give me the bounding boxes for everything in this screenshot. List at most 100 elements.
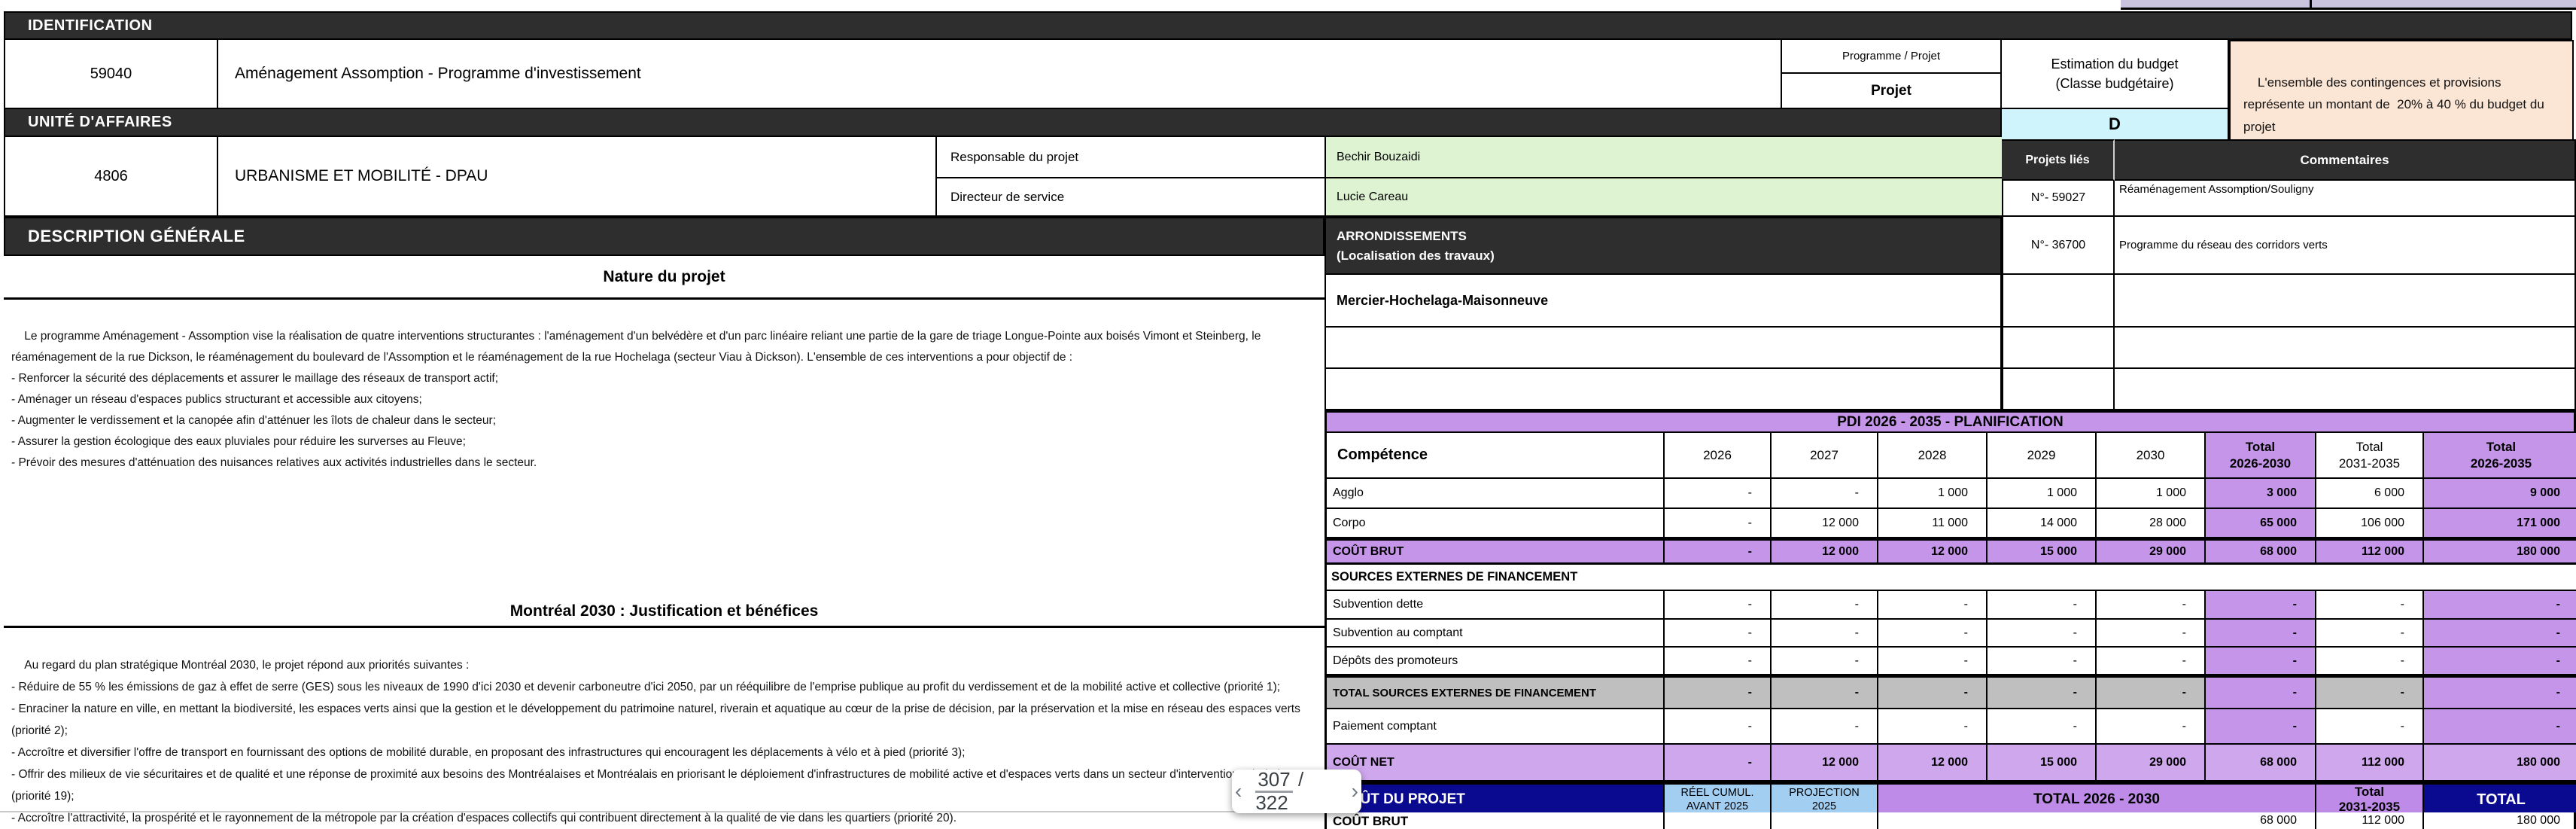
- pdi-cell: -: [2097, 709, 2206, 743]
- pdi-cell: 29 000: [2097, 541, 2206, 562]
- pdi-cell: 68 000: [2206, 745, 2316, 780]
- project-title: Aménagement Assomption - Programme d'inv…: [235, 65, 641, 82]
- contingency-note: L'ensemble des contingences et provision…: [2229, 40, 2574, 142]
- pdi-cell: -: [2206, 620, 2316, 646]
- pdi-cell: -: [1772, 591, 1878, 618]
- pdi-col-year: 2027: [1772, 433, 1878, 477]
- montreal2030-title: Montréal 2030 : Justification et bénéfic…: [509, 602, 819, 620]
- pdi-cell: 1 000: [1878, 479, 1988, 507]
- pdi-cell: 15 000: [1988, 541, 2097, 562]
- cout-brut-total-2026-2030: 68 000: [1878, 812, 2316, 829]
- page-slash: /: [1297, 768, 1304, 791]
- cout-col-projection: PROJECTION 2025: [1772, 785, 1878, 815]
- programme-projet-value: Projet: [1871, 82, 1911, 99]
- pdi-cell: -: [1988, 648, 2097, 674]
- pdi-cell: -: [1665, 620, 1772, 646]
- pdi-row-subvention-dette: Subvention dette - - - - - - - -: [1324, 591, 2576, 620]
- pdi-cell: -: [2316, 591, 2424, 618]
- nature-description-text: Le programme Aménagement - Assomption vi…: [11, 330, 1261, 469]
- project-title-cell: Aménagement Assomption - Programme d'inv…: [218, 40, 1782, 108]
- pdi-cell: 11 000: [1878, 509, 1988, 537]
- pdi-col-total-2026-2035: Total 2026-2035: [2424, 433, 2576, 477]
- cout-col-total: TOTAL: [2424, 785, 2576, 815]
- unit-id-cell: 4806: [4, 137, 218, 217]
- pdi-row-label: Agglo: [1327, 479, 1665, 507]
- pdi-cell: 106 000: [2316, 509, 2424, 537]
- projets-lies-header-label: Projets liés: [2025, 153, 2090, 166]
- responsable-label: Responsable du projet: [950, 149, 1079, 164]
- pdi-cell: 12 000: [1878, 541, 1988, 562]
- unite-affaires-section-label: UNITÉ D'AFFAIRES: [28, 114, 172, 130]
- pdi-cell: -: [1878, 678, 1988, 708]
- pdi-cell: -: [1878, 591, 1988, 618]
- montreal2030-title-cell: Montréal 2030 : Justification et bénéfic…: [4, 596, 1324, 628]
- arrondissements-header-label: ARRONDISSEMENTS (Localisation des travau…: [1337, 228, 1495, 263]
- cout-col-total-2026-2030: TOTAL 2026 - 2030: [1878, 785, 2316, 815]
- pdi-cell: 3 000: [2206, 479, 2316, 507]
- pdi-cell: 12 000: [1878, 745, 1988, 780]
- pdi-title: PDI 2026 - 2035 - PLANIFICATION: [1837, 413, 2064, 430]
- page-number-input[interactable]: 307: [1255, 768, 1293, 793]
- pdi-row-label: Subvention au comptant: [1327, 620, 1665, 646]
- directeur-label: Directeur de service: [950, 189, 1065, 204]
- pdi-row-sources-externes-de-financement: SOURCES EXTERNES DE FINANCEMENT: [1324, 565, 2576, 591]
- pdi-cell: -: [2424, 678, 2576, 708]
- budget-class-label: Estimation du budget (Classe budgétaire): [2051, 56, 2179, 91]
- pdi-cell: -: [1665, 509, 1772, 537]
- arrondissement-empty-row: [1324, 369, 2002, 410]
- cout-brut-total-2031-2035: 112 000: [2316, 812, 2424, 829]
- cout-projet-header-row: COÛT DU PROJET RÉEL CUMUL. AVANT 2025 PR…: [1324, 782, 2576, 815]
- pdi-col-competence: Compétence: [1327, 433, 1665, 477]
- pdi-cell: 9 000: [2424, 479, 2576, 507]
- pdi-row-label: COÛT NET: [1327, 745, 1665, 780]
- pdi-cell: 180 000: [2424, 745, 2576, 780]
- pdi-cell: -: [2316, 678, 2424, 708]
- project-id: 59040: [90, 65, 132, 82]
- linked-project-num: [2002, 275, 2115, 328]
- arrondissement-value: Mercier-Hochelaga-Maisonneuve: [1337, 292, 1549, 308]
- pdi-cell: -: [2316, 620, 2424, 646]
- directeur-label-cell: Directeur de service: [937, 178, 1324, 217]
- pdi-row-paiement-comptant: Paiement comptant - - - - - - - -: [1324, 709, 2576, 745]
- pdi-cell: -: [2424, 591, 2576, 618]
- responsable-value-cell: Bechir Bouzaidi: [1324, 137, 2002, 178]
- pdi-cell: -: [1772, 678, 1878, 708]
- linked-project-comment-text: Réaménagement Assomption/Souligny: [2119, 183, 2314, 196]
- page-total: 322: [1255, 791, 1288, 814]
- pdi-cell: 68 000: [2206, 541, 2316, 562]
- pdi-cell: -: [1988, 620, 2097, 646]
- unit-id: 4806: [94, 167, 128, 184]
- contingency-note-text: L'ensemble des contingences et provision…: [2243, 75, 2548, 134]
- pdi-col-year: 2026: [1665, 433, 1772, 477]
- unite-affaires-section-bar: UNITÉ D'AFFAIRES: [4, 108, 2002, 137]
- pdi-cell: -: [1772, 620, 1878, 646]
- programme-projet-label-cell: Programme / Projet: [1782, 40, 2002, 74]
- sheet-edge-band-left: [2121, 0, 2312, 10]
- previous-page-button[interactable]: ‹: [1235, 779, 1242, 803]
- directeur-value-cell: Lucie Careau: [1324, 178, 2002, 217]
- pdi-cell: -: [2206, 709, 2316, 743]
- pdi-row-agglo: Agglo - -1 000 1 000 1 000 3 000 6 000 9 000: [1324, 479, 2576, 509]
- programme-projet-label: Programme / Projet: [1842, 50, 1941, 62]
- cout-col-total-2031-2035: Total 2031-2035: [2316, 785, 2424, 815]
- pdi-cell: -: [2097, 591, 2206, 618]
- pdi-cell: 180 000: [2424, 541, 2576, 562]
- arrondissement-value-cell: Mercier-Hochelaga-Maisonneuve: [1324, 275, 2002, 328]
- commentaires-header-label: Commentaires: [2300, 152, 2389, 167]
- pdi-cell: 28 000: [2097, 509, 2206, 537]
- pdi-cell: -: [1878, 620, 1988, 646]
- budget-class-value-cell: D: [2002, 108, 2229, 142]
- linked-project-comment: [2115, 369, 2576, 410]
- left-bottom-divider: [0, 811, 1326, 812]
- pdi-cell: 1 000: [1988, 479, 2097, 507]
- commentaires-header: Commentaires: [2115, 139, 2576, 181]
- linked-project-num: N°- 59027: [2002, 181, 2115, 217]
- pdi-row-co-t-brut: COÛT BRUT -12 000 12 000 15 000 29 000 68 000…: [1324, 538, 2576, 565]
- next-page-button[interactable]: ›: [1351, 779, 1358, 803]
- description-section-bar: DESCRIPTION GÉNÉRALE: [4, 217, 1324, 256]
- pdi-cell: -: [1878, 648, 1988, 674]
- pdi-cell: -: [1772, 648, 1878, 674]
- responsable-value: Bechir Bouzaidi: [1337, 150, 1421, 163]
- pdi-cell: -: [2206, 648, 2316, 674]
- pdi-header-row: Compétence 2026 2027 2028 2029 2030 Tota…: [1324, 433, 2576, 479]
